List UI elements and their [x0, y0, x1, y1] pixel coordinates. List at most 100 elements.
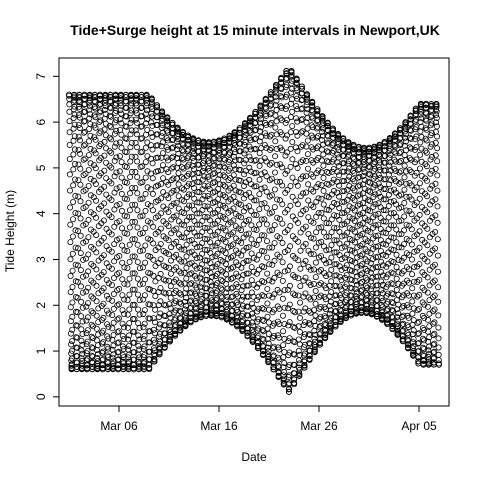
data-point	[74, 344, 81, 351]
data-point	[388, 222, 395, 229]
data-point	[424, 303, 431, 310]
data-point	[246, 164, 253, 171]
data-point	[358, 293, 365, 300]
data-point	[380, 251, 387, 258]
data-point	[259, 305, 266, 312]
data-point	[361, 169, 368, 176]
data-point	[375, 232, 382, 239]
data-point	[268, 101, 275, 108]
data-point	[103, 276, 110, 283]
data-point	[221, 173, 228, 180]
data-point	[165, 237, 172, 244]
data-point	[121, 296, 128, 303]
data-point	[82, 128, 89, 135]
data-point	[159, 109, 166, 116]
data-point	[298, 129, 305, 136]
data-point	[371, 173, 378, 180]
data-point	[341, 177, 348, 184]
data-point	[380, 229, 387, 236]
data-point	[356, 182, 363, 189]
data-point	[156, 348, 163, 355]
data-point	[434, 268, 441, 275]
data-point	[375, 180, 382, 187]
data-point	[431, 277, 438, 284]
data-point	[71, 146, 78, 153]
data-point	[289, 138, 296, 145]
data-point	[67, 272, 74, 279]
data-point	[315, 268, 322, 275]
data-point	[427, 170, 434, 177]
data-point	[172, 276, 179, 283]
data-point	[165, 169, 172, 176]
data-point	[405, 266, 412, 273]
data-point	[328, 229, 335, 236]
data-point	[131, 315, 138, 322]
data-point	[82, 141, 89, 148]
data-point	[74, 278, 81, 285]
data-point	[120, 354, 127, 361]
data-point	[267, 121, 274, 128]
data-point	[140, 324, 147, 331]
data-point	[111, 157, 118, 164]
data-point	[250, 322, 257, 329]
data-point	[346, 203, 353, 210]
data-point	[100, 314, 107, 321]
data-point	[253, 226, 260, 233]
data-point	[222, 193, 229, 200]
data-point	[389, 314, 396, 321]
data-point	[286, 385, 293, 392]
data-point	[254, 296, 261, 303]
data-point	[321, 331, 328, 338]
data-point	[136, 265, 143, 272]
data-point	[67, 256, 74, 263]
x-axis: Mar 06 Mar 16 Mar 26 Apr 05	[100, 406, 437, 433]
data-point	[279, 220, 286, 227]
data-point	[401, 213, 408, 220]
data-point	[175, 159, 182, 166]
data-point	[318, 253, 325, 260]
data-point	[253, 183, 260, 190]
data-point	[245, 312, 252, 319]
data-point	[299, 142, 306, 149]
data-point	[263, 221, 270, 228]
data-point	[317, 292, 324, 299]
data-point	[380, 196, 387, 203]
data-point	[67, 204, 74, 211]
data-point	[140, 345, 147, 352]
data-point	[287, 182, 294, 189]
data-point	[353, 295, 360, 302]
data-point	[354, 192, 361, 199]
data-point	[211, 170, 218, 177]
data-point	[166, 337, 173, 344]
y-tick-label-1: 1	[34, 347, 48, 354]
data-point	[198, 280, 205, 287]
data-point	[402, 131, 409, 138]
data-point	[276, 289, 283, 296]
data-point	[72, 160, 79, 167]
data-point	[282, 106, 289, 113]
data-point	[406, 237, 413, 244]
data-point	[432, 139, 439, 146]
data-point	[74, 322, 81, 329]
data-point	[330, 127, 337, 134]
data-point	[238, 252, 245, 259]
data-point	[102, 132, 109, 139]
data-point	[372, 243, 379, 250]
data-point	[382, 185, 389, 192]
data-point	[259, 316, 266, 323]
data-point	[150, 287, 157, 294]
data-point	[151, 319, 158, 326]
data-point	[92, 180, 99, 187]
data-point	[340, 136, 347, 143]
data-point	[286, 335, 293, 342]
data-point	[306, 331, 313, 338]
data-point	[124, 213, 131, 220]
data-point	[362, 290, 369, 297]
data-point	[274, 196, 281, 203]
data-point	[119, 242, 126, 249]
data-point	[186, 214, 193, 221]
data-point	[222, 227, 229, 234]
data-point	[106, 162, 113, 169]
data-point	[124, 281, 131, 288]
data-point	[354, 264, 361, 271]
